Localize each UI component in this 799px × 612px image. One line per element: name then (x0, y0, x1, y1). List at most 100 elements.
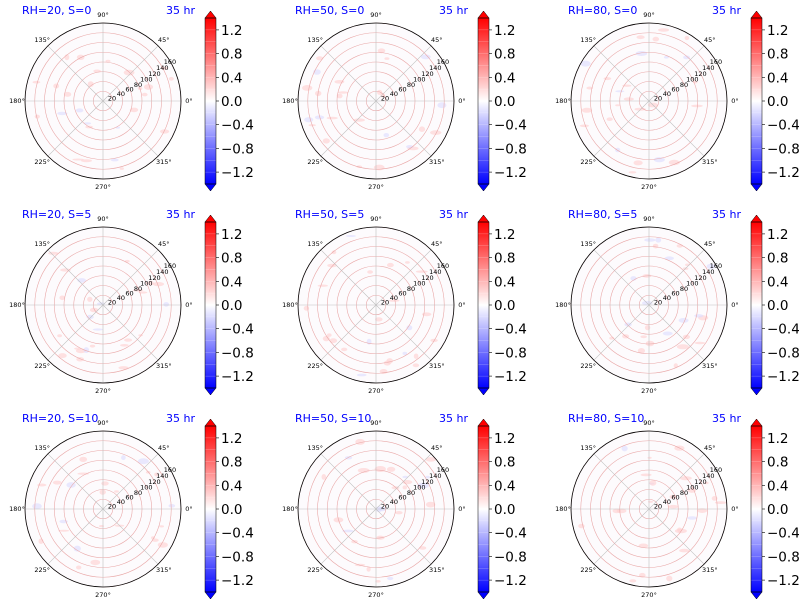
angle-tick-label: 0° (185, 97, 192, 105)
colorbar-tick-label: 0.8 (221, 251, 242, 267)
field-patch (658, 28, 670, 32)
field-patch (402, 485, 408, 490)
field-patch (77, 472, 90, 475)
colorbar-tick-label: 0.4 (494, 70, 515, 86)
angle-tick-label: 90° (643, 11, 655, 19)
angle-tick-label: 180° (282, 301, 298, 309)
radial-tick-label: 80 (134, 285, 142, 293)
radial-tick-label: 100 (413, 76, 425, 84)
colorbar-tick-label: 0.0 (767, 298, 788, 314)
field-patch (666, 575, 673, 582)
angle-tick-label: 270° (368, 591, 384, 599)
radial-tick-label: 80 (680, 489, 688, 497)
colorbar-tick-label: −0.8 (494, 345, 527, 361)
field-patch (579, 124, 589, 128)
angle-tick-label: 45° (704, 36, 716, 44)
angle-tick-label: 135° (34, 444, 50, 452)
angle-tick-label: 180° (555, 97, 571, 105)
radial-tick-label: 100 (686, 484, 698, 492)
field-patch (121, 455, 126, 461)
angular-gridline (102, 249, 159, 306)
colorbar-tick-label: 1.2 (494, 227, 515, 243)
radial-tick-label: 160 (710, 58, 722, 66)
field-patch (387, 576, 394, 581)
colorbar-tick-label: −0.8 (221, 549, 254, 565)
angle-tick-label: 270° (95, 591, 111, 599)
field-patch (615, 104, 620, 107)
field-patch (304, 117, 314, 123)
field-patch (678, 318, 689, 323)
field-patch (386, 358, 393, 364)
radial-tick-label: 40 (663, 498, 671, 506)
field-patch (334, 80, 345, 84)
field-patch (694, 341, 706, 345)
panel-title: RH=20, S=10 (22, 412, 99, 425)
angular-gridline (593, 249, 650, 306)
angular-gridline (47, 304, 104, 361)
radial-tick-label: 20 (381, 298, 389, 306)
panel-rh50-s0: 0° 45° 90° 135° 180° 225° 270° 315° 20 40 60 80 100 1… (273, 0, 539, 204)
colorbar-tick-label: 1.2 (767, 227, 788, 243)
field-patch (329, 338, 338, 344)
angle-tick-label: 315° (429, 362, 445, 370)
polar-plot: 0°45°90°135°180°225°270°315°204060801001… (282, 214, 527, 396)
angle-tick-label: 90° (370, 11, 382, 19)
angle-tick-label: 315° (702, 566, 718, 574)
radial-tick-label: 80 (407, 285, 415, 293)
field-patch (163, 302, 170, 307)
colorbar-tick-label: −0.4 (767, 526, 799, 542)
angular-gridline (593, 45, 650, 102)
angle-tick-label: 180° (282, 505, 298, 513)
colorbar: 1.2 0.8 0.4 0.0 −0.4 −0.8 −1.2 (477, 214, 527, 396)
field-patch (679, 548, 690, 553)
angle-tick-label: 180° (555, 301, 571, 309)
field-patch (129, 107, 139, 113)
field-patch (342, 529, 354, 533)
radial-tick-label: 160 (437, 262, 449, 270)
colorbar-tick-label: −1.2 (494, 573, 527, 589)
panel-time-label: 35 hr (166, 208, 195, 221)
angle-tick-label: 270° (95, 387, 111, 395)
panel-title: RH=50, S=0 (295, 4, 365, 17)
radial-tick-label: 40 (663, 90, 671, 98)
radial-tick-label: 20 (108, 94, 116, 102)
field-patch (663, 56, 669, 59)
angle-tick-label: 225° (580, 158, 596, 166)
colorbar-tick-label: 0.0 (767, 94, 788, 110)
field-patch (357, 468, 370, 473)
angular-gridline (375, 249, 432, 306)
colorbar-extend-max (750, 10, 763, 19)
field-patch (32, 80, 41, 84)
field-patch (406, 325, 413, 331)
colorbar-tick-label: 1.2 (494, 431, 515, 447)
field-patch (706, 263, 715, 270)
radial-tick-label: 40 (390, 90, 398, 98)
angular-gridline (320, 100, 377, 157)
radial-tick-label: 140 (429, 64, 441, 72)
colorbar-tick-label: 0.4 (221, 70, 242, 86)
colorbar-tick-label: 0.4 (494, 274, 515, 290)
field-patch (377, 89, 383, 95)
radial-tick-label: 140 (156, 472, 168, 480)
angular-gridline (320, 508, 377, 565)
angle-tick-label: 0° (731, 505, 738, 513)
angle-tick-label: 315° (156, 362, 172, 370)
radial-tick-label: 100 (140, 484, 152, 492)
colorbar-tick-label: −1.2 (221, 573, 254, 589)
colorbar-tick-label: 0.4 (767, 70, 788, 86)
field-patch (437, 102, 447, 109)
radial-tick-label: 140 (429, 268, 441, 276)
field-patch (120, 344, 129, 347)
field-patch (679, 476, 692, 481)
colorbar-tick-label: −0.4 (494, 526, 527, 542)
colorbar-tick-label: 0.0 (221, 94, 242, 110)
field-patch (38, 538, 44, 544)
radial-tick-label: 140 (156, 268, 168, 276)
angular-gridline (47, 453, 104, 510)
angular-gridline (593, 508, 650, 565)
angle-tick-label: 180° (282, 97, 298, 105)
field-patch (391, 486, 400, 490)
angular-gridline (593, 304, 650, 361)
angular-gridline (102, 45, 159, 102)
colorbar-tick-label: 0.0 (767, 502, 788, 518)
